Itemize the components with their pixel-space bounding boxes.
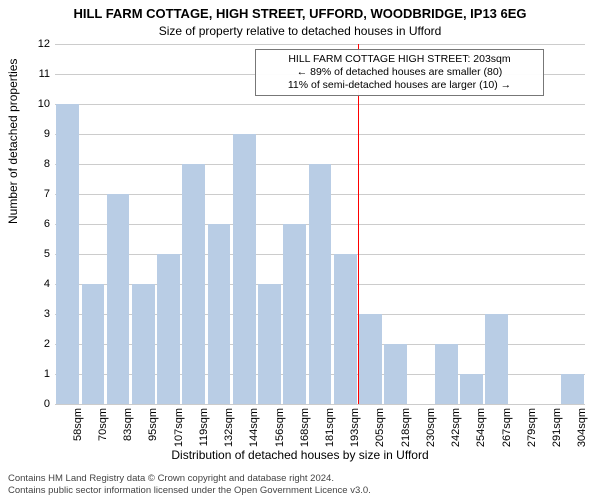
gridline <box>55 104 585 105</box>
annotation-line: HILL FARM COTTAGE HIGH STREET: 203sqm <box>262 53 537 66</box>
annotation-line: ← 89% of detached houses are smaller (80… <box>262 66 537 79</box>
bar <box>233 134 256 404</box>
bar <box>107 194 130 404</box>
y-tick-label: 11 <box>10 68 50 80</box>
footer: Contains HM Land Registry data © Crown c… <box>8 473 592 496</box>
annotation-box: HILL FARM COTTAGE HIGH STREET: 203sqm← 8… <box>255 49 544 96</box>
gridline <box>55 134 585 135</box>
x-tick-label: 132sqm <box>223 408 235 447</box>
x-tick-label: 279sqm <box>526 408 538 447</box>
bar <box>384 344 407 404</box>
bar <box>157 254 180 404</box>
y-tick-label: 1 <box>10 368 50 380</box>
x-tick-label: 193sqm <box>349 408 361 447</box>
bar <box>56 104 79 404</box>
x-tick-label: 156sqm <box>274 408 286 447</box>
x-tick-label: 168sqm <box>299 408 311 447</box>
y-tick-label: 5 <box>10 248 50 260</box>
bar <box>309 164 332 404</box>
bar <box>132 284 155 404</box>
x-tick-label: 119sqm <box>198 408 210 446</box>
gridline <box>55 44 585 45</box>
footer-line-1: Contains HM Land Registry data © Crown c… <box>8 473 592 484</box>
annotation-line: 11% of semi-detached houses are larger (… <box>262 79 537 92</box>
plot-area <box>55 44 585 404</box>
bar <box>182 164 205 404</box>
x-tick-label: 83sqm <box>122 408 134 441</box>
bar <box>561 374 584 404</box>
y-tick-label: 12 <box>10 38 50 50</box>
y-tick-label: 10 <box>10 98 50 110</box>
x-tick-label: 230sqm <box>425 408 437 447</box>
x-tick-label: 181sqm <box>324 408 336 447</box>
x-tick-label: 70sqm <box>97 408 109 441</box>
y-tick-label: 7 <box>10 188 50 200</box>
y-tick-label: 8 <box>10 158 50 170</box>
x-tick-label: 218sqm <box>400 408 412 447</box>
y-tick-label: 6 <box>10 218 50 230</box>
y-tick-label: 9 <box>10 128 50 140</box>
y-tick-label: 0 <box>10 398 50 410</box>
x-tick-label: 267sqm <box>501 408 513 447</box>
x-tick-label: 304sqm <box>576 408 588 447</box>
chart-subtitle: Size of property relative to detached ho… <box>0 24 600 38</box>
footer-line-2: Contains public sector information licen… <box>8 485 592 496</box>
gridline <box>55 404 585 405</box>
x-tick-label: 95sqm <box>147 408 159 441</box>
bar <box>460 374 483 404</box>
x-tick-label: 291sqm <box>551 408 563 447</box>
x-tick-label: 58sqm <box>72 408 84 441</box>
x-axis-title: Distribution of detached houses by size … <box>0 448 600 462</box>
bar <box>485 314 508 404</box>
figure: HILL FARM COTTAGE, HIGH STREET, UFFORD, … <box>0 0 600 500</box>
chart-title: HILL FARM COTTAGE, HIGH STREET, UFFORD, … <box>0 6 600 21</box>
y-tick-label: 2 <box>10 338 50 350</box>
bar <box>435 344 458 404</box>
bar <box>208 224 231 404</box>
x-tick-label: 242sqm <box>450 408 462 447</box>
bar <box>82 284 105 404</box>
x-tick-label: 107sqm <box>173 408 185 447</box>
bar <box>334 254 357 404</box>
bar <box>283 224 306 404</box>
bar <box>258 284 281 404</box>
y-tick-label: 3 <box>10 308 50 320</box>
x-tick-label: 205sqm <box>374 408 386 447</box>
y-tick-label: 4 <box>10 278 50 290</box>
bar <box>359 314 382 404</box>
x-tick-label: 144sqm <box>248 408 260 447</box>
x-tick-label: 254sqm <box>475 408 487 447</box>
subject-marker <box>358 44 359 404</box>
